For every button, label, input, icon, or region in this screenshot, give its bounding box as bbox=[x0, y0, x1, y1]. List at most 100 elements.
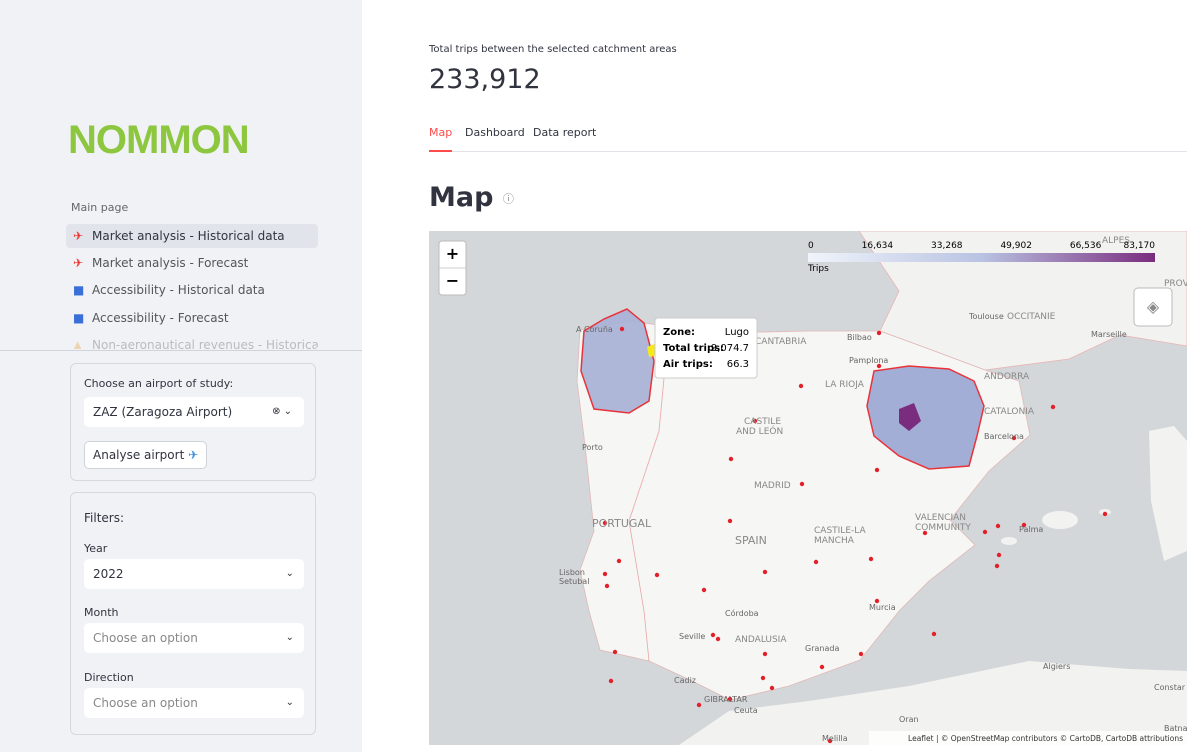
airport-dot bbox=[994, 563, 1000, 569]
legend-tick-label: 83,170 bbox=[1124, 241, 1156, 251]
tooltip-key: Air trips: bbox=[663, 359, 713, 370]
legend-tick-label: 0 bbox=[808, 241, 814, 251]
select-value: 2022 bbox=[93, 567, 124, 581]
airports bbox=[602, 326, 1108, 744]
city-label: Barcelona bbox=[984, 432, 1024, 441]
region-label: PROVE bbox=[1164, 279, 1187, 289]
island bbox=[1001, 537, 1017, 545]
tab[interactable]: Dashboard bbox=[465, 126, 525, 139]
tooltip bbox=[654, 317, 758, 379]
zoom-in[interactable]: + bbox=[446, 244, 459, 263]
airport-dot bbox=[1021, 522, 1027, 528]
airport-form: Choose an airport of study: ZAZ (Zaragoz… bbox=[70, 363, 316, 481]
region-label: CASTILE AND LEÓN bbox=[736, 417, 783, 437]
chevron: ⌄ bbox=[285, 568, 294, 579]
year-select[interactable]: 2022 ⌄ bbox=[84, 559, 304, 589]
tab-rule bbox=[429, 151, 1187, 152]
airport-dot bbox=[799, 481, 805, 487]
nav-link[interactable]: ■ Accessibility - Historical data bbox=[73, 283, 265, 297]
tab-indicator bbox=[429, 150, 452, 152]
direction-select[interactable]: Choose an option ⌄ bbox=[84, 688, 304, 718]
airport-dot bbox=[608, 678, 614, 684]
city-label: Marseille bbox=[1091, 330, 1127, 339]
analyse-button[interactable]: Analyse airport ✈ bbox=[84, 441, 208, 469]
airport-dot bbox=[604, 583, 610, 589]
attribution[interactable]: Leaflet | © OpenStreetMap contributors ©… bbox=[908, 734, 1183, 743]
field-label: Year bbox=[84, 542, 108, 555]
label-line: COMMUNITY bbox=[915, 523, 971, 533]
tab[interactable]: Data report bbox=[533, 126, 597, 139]
city-label: Toulouse bbox=[968, 312, 1004, 321]
catchment-area bbox=[866, 365, 985, 470]
legend-tick-label: 33,268 bbox=[931, 241, 963, 251]
region-label: LA RIOJA bbox=[825, 380, 865, 390]
region-label: ANDALUSIA bbox=[735, 635, 787, 645]
city-label: Cadiz bbox=[674, 676, 696, 685]
airport-dot bbox=[798, 383, 804, 389]
tooltip-key: Zone: bbox=[663, 327, 695, 338]
layers-icon: ◈ bbox=[1147, 297, 1160, 316]
nav-link[interactable]: ▲ Non-aeronautical revenues - Historical … bbox=[66, 333, 318, 349]
sidebar: NOMMON Main page ✈ Market analysis - Hist… bbox=[0, 0, 362, 752]
city-label: Ceuta bbox=[734, 706, 758, 715]
field-label: Choose an airport of study: bbox=[84, 377, 234, 390]
region-label: SPAIN bbox=[735, 534, 767, 547]
airport-dot bbox=[762, 651, 768, 657]
airport-select[interactable]: ZAZ (Zaragoza Airport) ⊗ ⌄ bbox=[84, 397, 304, 427]
nav-link[interactable]: ✈ Market analysis - Historical data bbox=[66, 224, 318, 248]
city-label: Melilla bbox=[822, 734, 848, 743]
layers-button[interactable] bbox=[1133, 287, 1173, 327]
divider bbox=[0, 350, 362, 351]
field-label: Month bbox=[84, 606, 119, 619]
nav-text: Accessibility - Forecast bbox=[92, 311, 229, 325]
city-label: Pamplona bbox=[849, 356, 888, 365]
metric-label: Total trips between the selected catchme… bbox=[429, 44, 677, 55]
nav-link[interactable]: Main page bbox=[71, 201, 129, 214]
airport-dot bbox=[762, 569, 768, 575]
attribution-bg bbox=[869, 731, 1187, 745]
airport-dot bbox=[813, 559, 819, 565]
nav-text: Market analysis - Historical data bbox=[92, 229, 285, 243]
nav-text: Market analysis - Forecast bbox=[92, 256, 249, 270]
airport-dot bbox=[827, 738, 833, 744]
select-icons: ⊗ ⌄ bbox=[272, 406, 292, 417]
filters: Filters: Year 2022 ⌄ Month Choose an opti… bbox=[70, 492, 316, 735]
chevron: ⌄ bbox=[285, 632, 294, 643]
city-label: Palma bbox=[1019, 525, 1043, 534]
zoom-out[interactable]: − bbox=[446, 271, 459, 290]
island bbox=[1042, 511, 1078, 529]
tooltip-value: 9,074.7 bbox=[711, 343, 749, 354]
nav-link[interactable]: ✈ Market analysis - Forecast bbox=[73, 256, 249, 270]
select-value: ZAZ (Zaragoza Airport) bbox=[93, 405, 233, 419]
legend-bar bbox=[808, 253, 1155, 262]
label-line: VALENCIAN bbox=[915, 513, 966, 523]
city-label: Seville bbox=[679, 632, 705, 641]
city-label: Setubal bbox=[559, 577, 589, 586]
city-label: Lisbon bbox=[559, 568, 585, 577]
airport-dot bbox=[602, 520, 608, 526]
city-label: Córdoba bbox=[725, 608, 759, 618]
label-line: MANCHA bbox=[814, 536, 855, 546]
airport-dot bbox=[819, 664, 825, 670]
chevron: ⌄ bbox=[285, 697, 294, 708]
airport-dot bbox=[696, 702, 702, 708]
tooltip-value: Lugo bbox=[725, 327, 749, 338]
map[interactable]: A Coruña Bilbao Pamplona CANTABRIA LA RIOJA A… bbox=[429, 231, 1187, 745]
tab[interactable]: Map bbox=[429, 126, 453, 139]
airport-dot bbox=[1050, 404, 1056, 410]
city-label: GIBRALTAR bbox=[704, 695, 748, 704]
nav-link[interactable]: ■ Accessibility - Forecast bbox=[73, 311, 229, 325]
airport-dot bbox=[982, 529, 988, 535]
city-label: Constar bbox=[1154, 683, 1186, 692]
france bbox=[858, 231, 1187, 371]
region-label: CASTILE-LA MANCHA bbox=[814, 526, 866, 546]
island bbox=[1149, 426, 1187, 561]
airport-dot bbox=[710, 632, 716, 638]
airport-dot bbox=[996, 552, 1002, 558]
label-line: CASTILE bbox=[744, 417, 781, 427]
airport-dot bbox=[760, 675, 766, 681]
map-labels: A Coruña Bilbao Pamplona CANTABRIA LA RIOJA A… bbox=[559, 236, 1187, 743]
month-select[interactable]: Choose an option ⌄ bbox=[84, 623, 304, 653]
region-label: VALENCIAN COMMUNITY bbox=[915, 513, 971, 533]
